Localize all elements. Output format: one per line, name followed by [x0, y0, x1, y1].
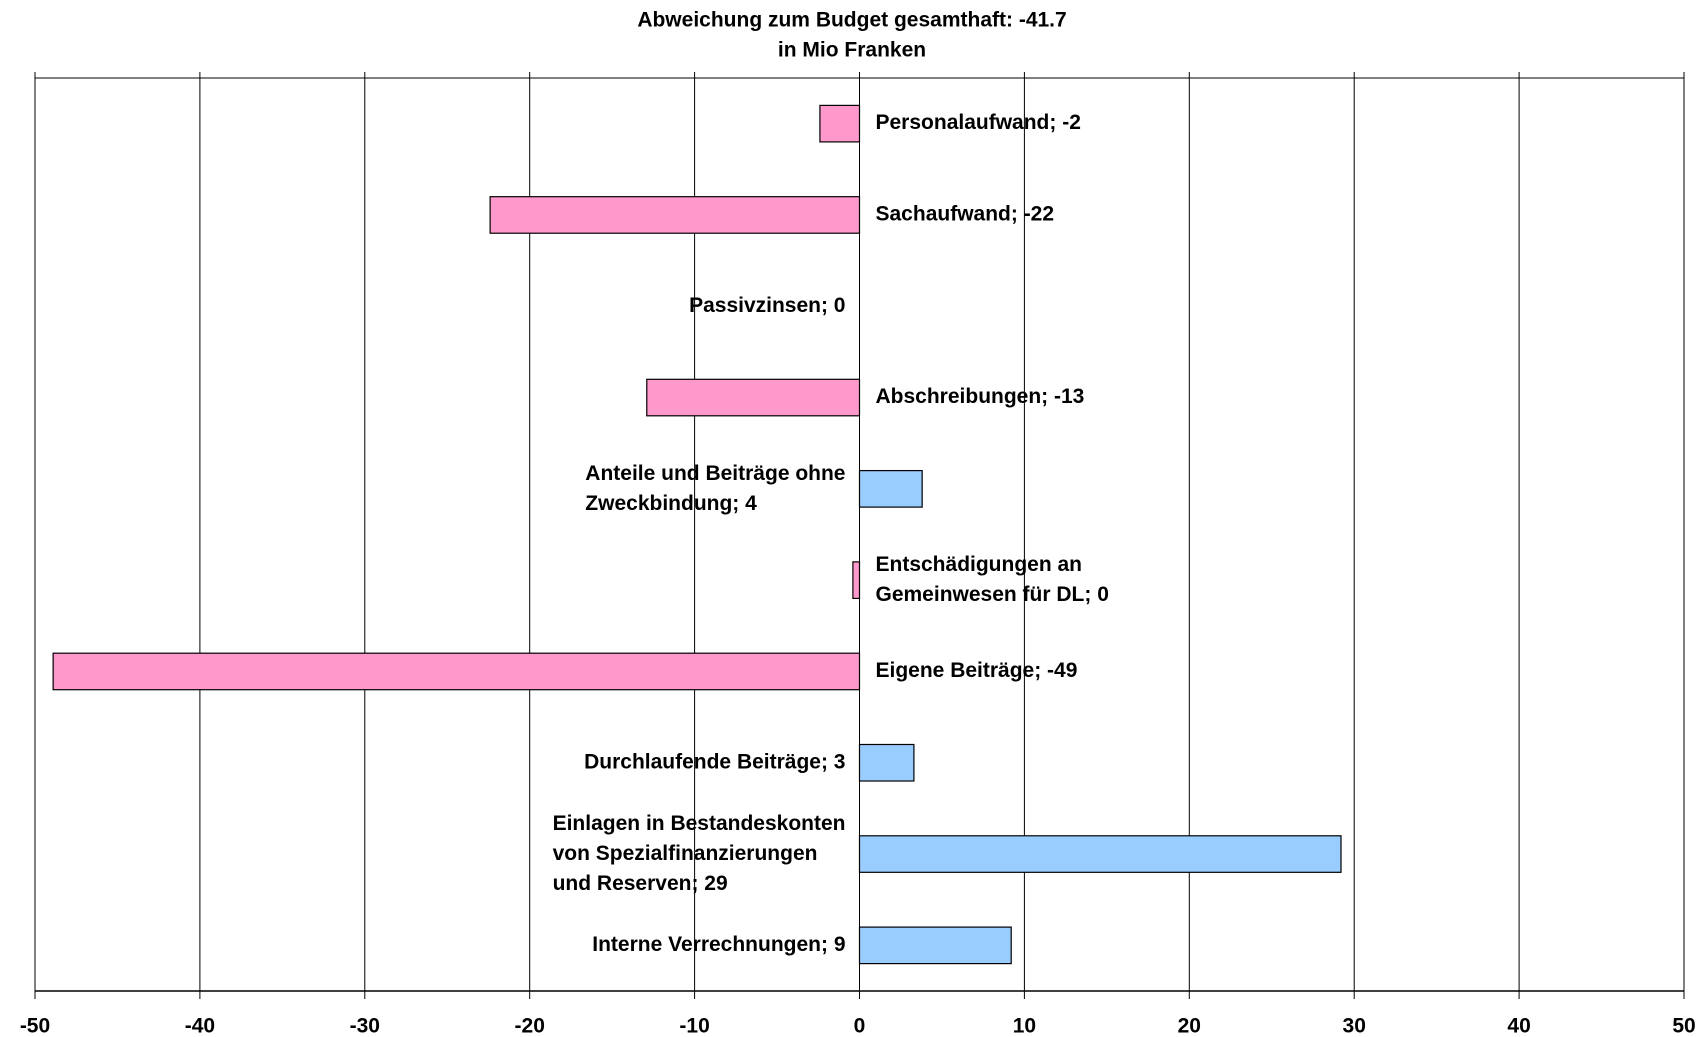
- data-label: Eigene Beiträge; -49: [876, 659, 1078, 682]
- bar: [858, 835, 1342, 873]
- x-tick-label: 10: [1013, 1015, 1036, 1037]
- bar: [819, 104, 861, 143]
- x-tick-label: -40: [185, 1015, 215, 1037]
- x-tick-label: -10: [679, 1015, 709, 1037]
- x-tick-label: -30: [350, 1015, 380, 1037]
- bar: [858, 926, 1012, 965]
- data-label: Sachaufwand; -22: [876, 202, 1055, 225]
- x-tick-label: -20: [515, 1015, 545, 1037]
- bar: [646, 378, 861, 417]
- chart-title: Abweichung zum Budget gesamthaft: -41.7: [637, 9, 1066, 32]
- bar: [858, 469, 923, 508]
- data-label: Abschreibungen; -13: [876, 385, 1085, 408]
- data-label: Entschädigungen an Gemeinwesen für DL; 0: [876, 553, 1109, 606]
- data-label: Einlagen in Bestandeskonten von Spezialfi…: [553, 812, 846, 895]
- x-tick-label: 40: [1507, 1015, 1530, 1037]
- data-label: Passivzinsen; 0: [689, 294, 845, 317]
- bar: [52, 652, 861, 691]
- bar: [858, 743, 915, 782]
- x-tick-label: 20: [1178, 1015, 1201, 1037]
- data-label: Personalaufwand; -2: [876, 111, 1081, 134]
- x-tick-label: 0: [854, 1015, 866, 1037]
- data-label: Interne Verrechnungen; 9: [592, 933, 845, 956]
- data-label: Durchlaufende Beiträge; 3: [584, 750, 845, 773]
- bar: [489, 196, 861, 234]
- data-label: Anteile und Beiträge ohne Zweckbindung; 4: [585, 461, 845, 514]
- chart-subtitle: in Mio Franken: [778, 39, 926, 62]
- x-tick-label: -50: [20, 1015, 50, 1037]
- bar: [852, 561, 861, 600]
- x-tick-label: 30: [1343, 1015, 1366, 1037]
- x-tick-label: 50: [1672, 1015, 1695, 1037]
